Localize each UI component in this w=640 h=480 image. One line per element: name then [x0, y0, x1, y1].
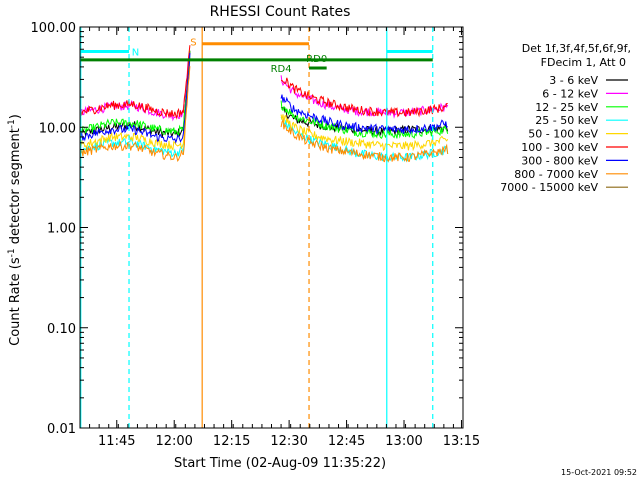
legend-header-2: FDecim 1, Att 0 [541, 56, 626, 69]
chart-title: RHESSI Count Rates [210, 4, 351, 20]
plot-area [80, 27, 449, 428]
series-line-3 [280, 116, 449, 164]
legend-label-0: 3 - 6 keV [549, 74, 598, 87]
legend-label-7: 800 - 7000 keV [514, 168, 598, 181]
x-tick-label-3: 12:30 [270, 434, 307, 449]
x-tick-label-0: 11:45 [98, 434, 135, 449]
x-tick-label-2: 12:15 [213, 434, 250, 449]
x-tick-label-5: 13:00 [385, 434, 422, 449]
series-line-4 [80, 57, 191, 152]
x-tick-label-1: 12:00 [155, 434, 192, 449]
series-line-2 [80, 50, 191, 137]
legend: Det 1f,3f,4f,5f,6f,9f, FDecim 1, Att 0 3… [500, 42, 631, 194]
y-tick-label-3: 0.10 [47, 322, 76, 337]
y-tick-label-0: 100.00 [31, 21, 77, 36]
annotation-label-0: N [132, 47, 139, 58]
series-5 [80, 45, 448, 120]
series-line-6 [80, 52, 191, 144]
series-line-4 [280, 114, 449, 152]
legend-label-6: 300 - 800 keV [521, 154, 598, 167]
plot-frame [79, 26, 464, 429]
y-tick-label-4: 0.01 [47, 422, 76, 437]
annotation-label-3: RD0 [306, 54, 327, 65]
legend-label-4: 50 - 100 keV [528, 128, 598, 141]
legend-label-1: 6 - 12 keV [542, 87, 598, 100]
legend-label-2: 12 - 25 keV [535, 101, 598, 114]
series-line-6 [280, 94, 448, 135]
x-tick-label-6: 13:15 [443, 434, 480, 449]
footer-timestamp: 15-Oct-2021 09:52 [561, 468, 637, 477]
legend-label-5: 100 - 300 keV [521, 141, 598, 154]
series-line-7 [80, 66, 191, 162]
y-axis: 100.00 10.00 1.00 0.10 0.01 [31, 21, 463, 437]
y-tick-label-1: 10.00 [39, 121, 76, 136]
series-line-5 [281, 77, 448, 118]
legend-header-1: Det 1f,3f,4f,5f,6f,9f, [522, 42, 631, 55]
annotation-label-2: RD4 [271, 64, 292, 75]
series-0 [80, 50, 449, 139]
series-line-5 [80, 45, 191, 120]
legend-label-8: 7000 - 15000 keV [500, 181, 598, 194]
y-tick-label-2: 1.00 [47, 222, 76, 237]
series-2 [80, 50, 449, 139]
series-6 [80, 52, 448, 144]
x-axis: 11:45 12:00 12:15 12:30 12:45 13:00 13:15 [79, 27, 480, 449]
x-tick-label-4: 12:45 [328, 434, 365, 449]
x-axis-label: Start Time (02-Aug-09 11:35:22) [174, 456, 386, 471]
annotation-label-1: S [190, 37, 196, 48]
y-axis-label: Count Rate (s-1 detector segment-1) [7, 114, 23, 346]
legend-label-3: 25 - 50 keV [535, 114, 598, 127]
